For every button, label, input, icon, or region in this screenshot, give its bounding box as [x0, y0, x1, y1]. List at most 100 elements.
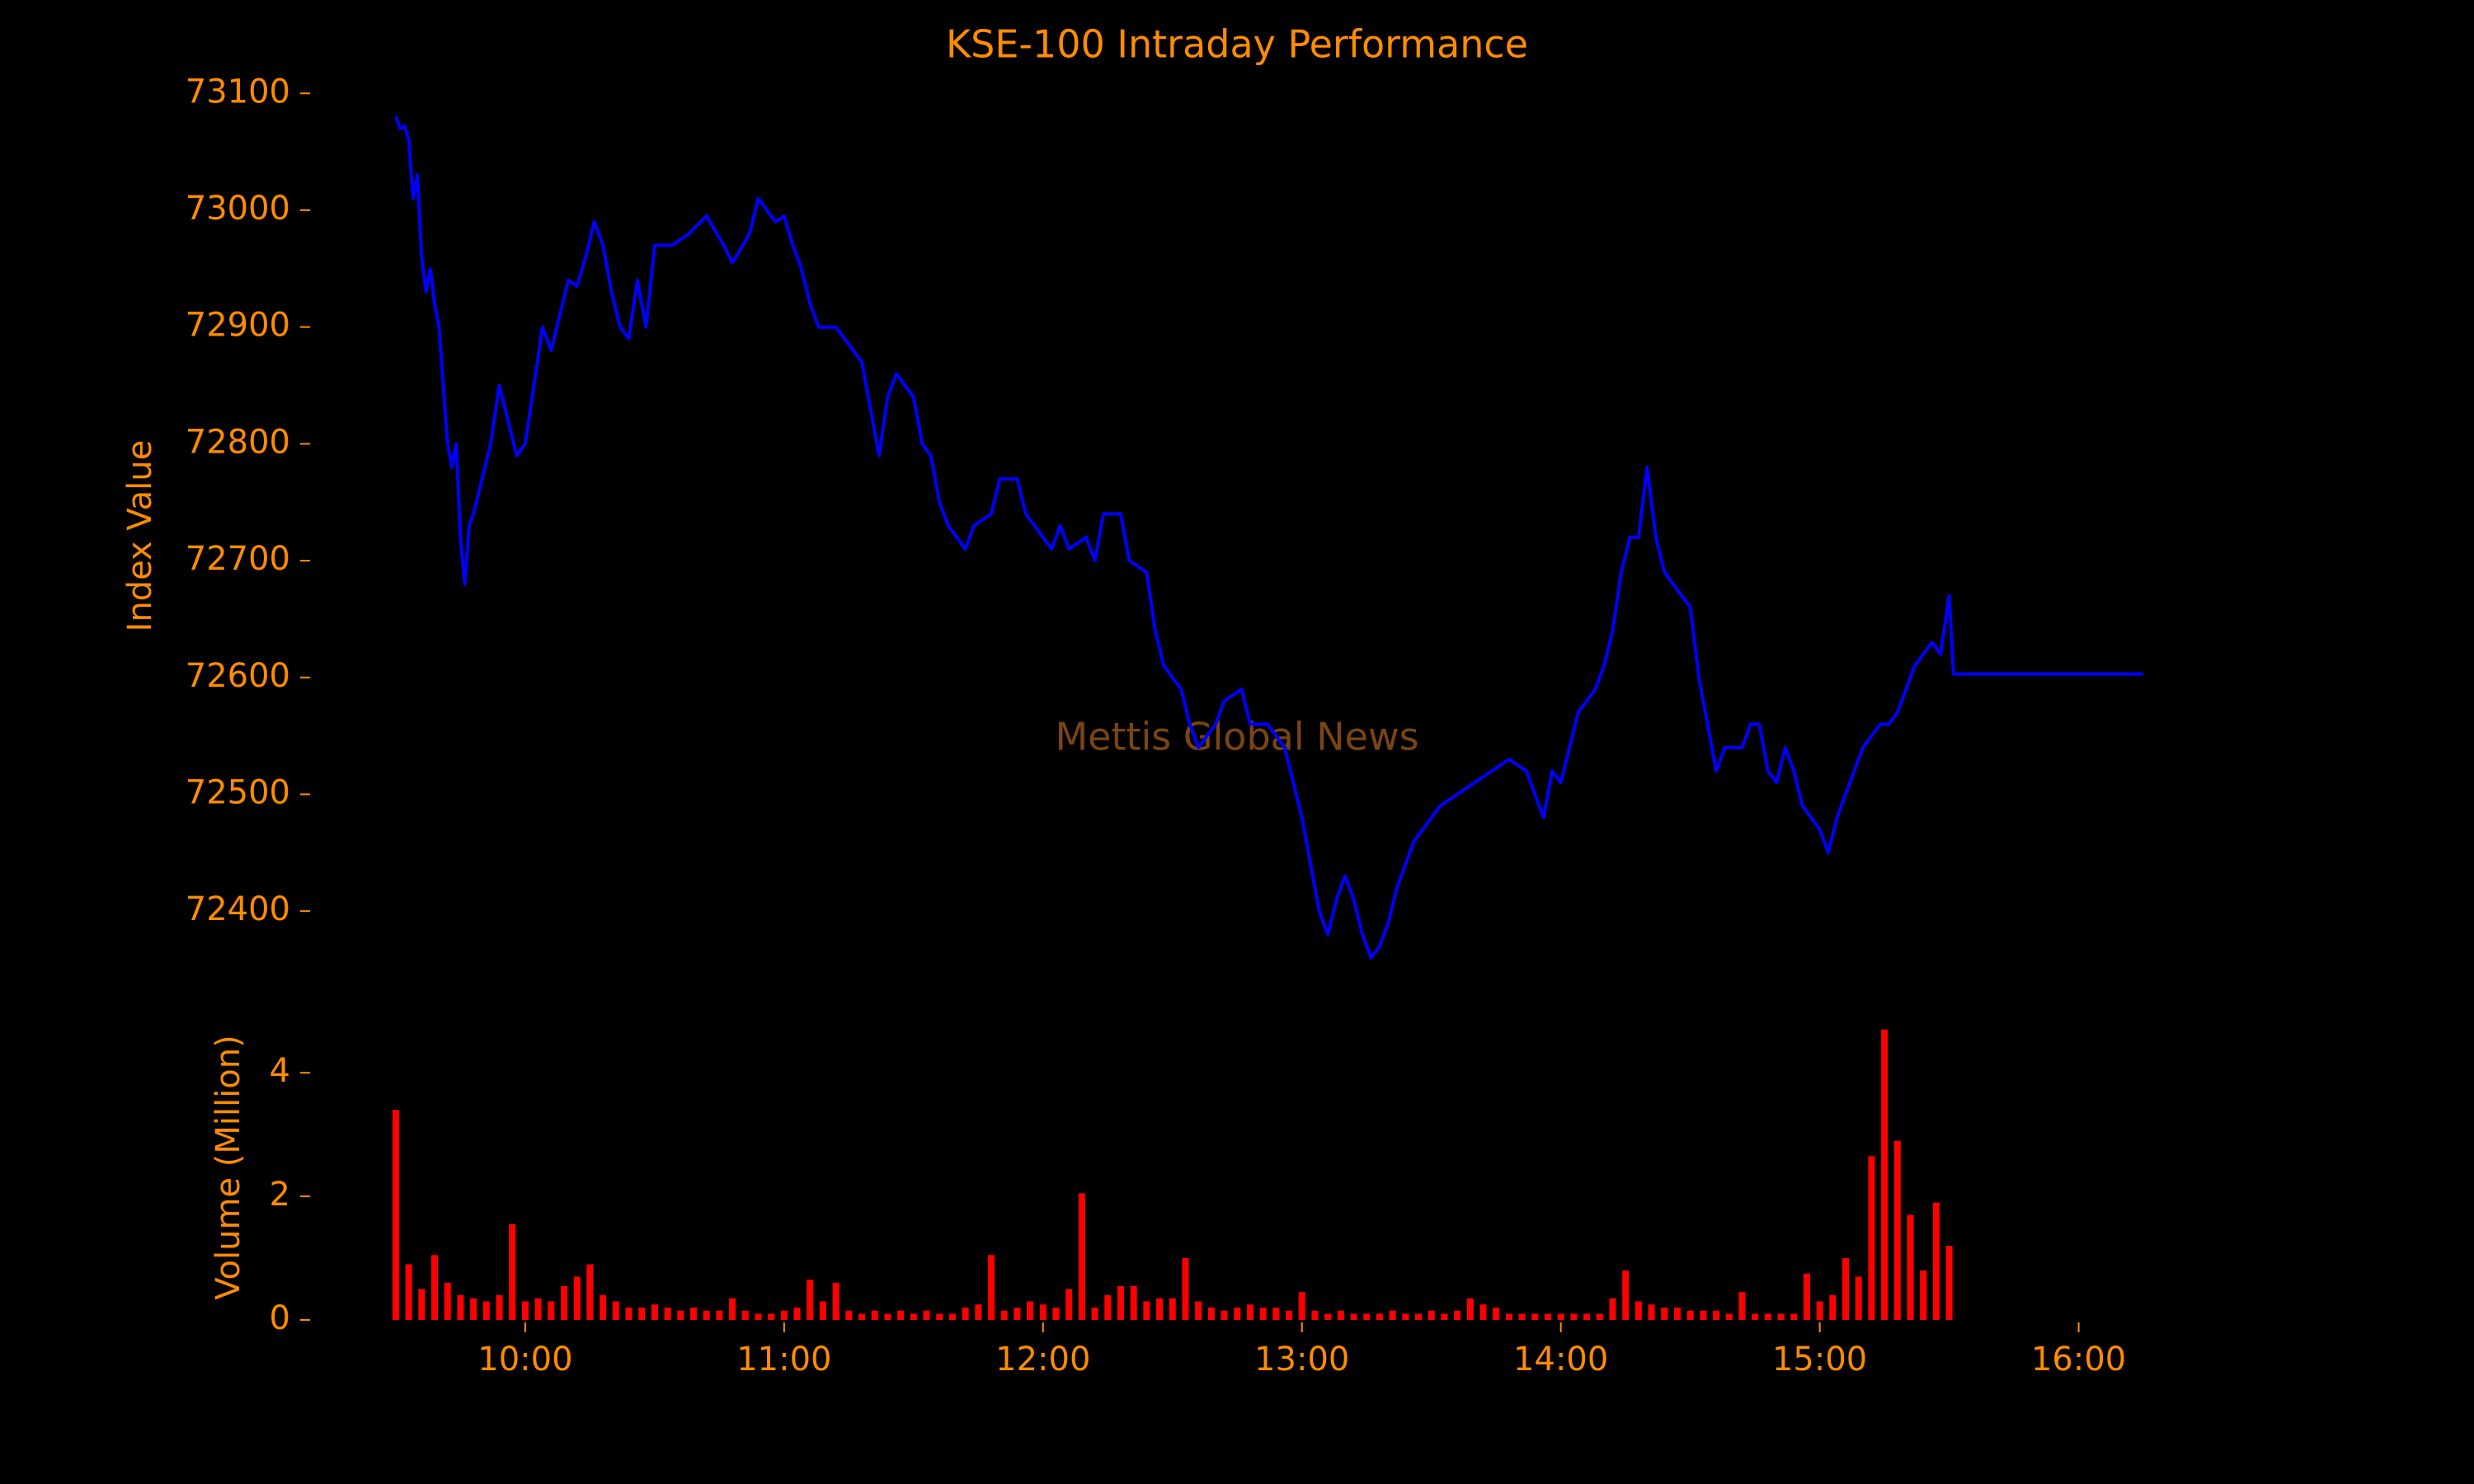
y-tick-label: 0: [270, 1299, 290, 1337]
y-axis-label: Volume (Million): [209, 1035, 247, 1299]
volume-bar: [586, 1264, 594, 1320]
volume-bar: [1286, 1310, 1293, 1320]
volume-bar: [1337, 1310, 1344, 1320]
y-tick-label: 73100: [186, 73, 290, 110]
volume-bar: [1700, 1310, 1707, 1320]
y-tick-label: 72800: [186, 423, 290, 461]
volume-bar: [1104, 1295, 1112, 1320]
volume-bar: [975, 1304, 982, 1320]
volume-bar: [741, 1310, 749, 1320]
volume-bar: [1207, 1308, 1215, 1320]
volume-bar: [1039, 1304, 1047, 1320]
volume-bar: [1143, 1301, 1150, 1320]
volume-bar: [509, 1223, 516, 1320]
y-tick-label: 72900: [186, 307, 290, 345]
x-tick-label: 14:00: [1513, 1341, 1608, 1378]
volume-bar: [1752, 1313, 1759, 1320]
volume-bar: [716, 1310, 723, 1320]
x-tick-label: 16:00: [2031, 1341, 2126, 1378]
volume-bar: [845, 1310, 853, 1320]
volume-bar: [1557, 1313, 1564, 1320]
volume-bar: [1622, 1270, 1630, 1320]
volume-bar: [1777, 1313, 1785, 1320]
volume-bar: [521, 1301, 529, 1320]
volume-bar: [807, 1280, 814, 1320]
volume-bar: [1234, 1308, 1241, 1320]
volume-bar: [1790, 1313, 1798, 1320]
volume-bar: [910, 1313, 917, 1320]
volume-bar: [988, 1255, 995, 1320]
volume-bar: [1000, 1310, 1008, 1320]
volume-bar: [1065, 1289, 1073, 1320]
volume-bar: [1764, 1313, 1771, 1320]
volume-bar: [457, 1295, 464, 1320]
volume-bar: [1842, 1258, 1850, 1320]
volume-bar: [625, 1308, 633, 1320]
volume-bar: [1932, 1202, 1940, 1320]
volume-bar: [884, 1313, 891, 1320]
volume-bar: [1855, 1276, 1862, 1320]
volume-bar: [1389, 1310, 1396, 1320]
volume-bar: [1479, 1304, 1487, 1320]
volume-bar: [496, 1295, 503, 1320]
volume-bar: [1803, 1273, 1810, 1320]
volume-bar: [392, 1110, 399, 1320]
x-tick-label: 11:00: [736, 1341, 831, 1378]
volume-bar: [1117, 1285, 1124, 1320]
x-tick-label: 12:00: [995, 1341, 1090, 1378]
volume-bar: [1272, 1308, 1280, 1320]
volume-bar: [858, 1313, 866, 1320]
x-tick-label: 10:00: [477, 1341, 572, 1378]
volume-bar: [1259, 1308, 1267, 1320]
volume-bar: [1544, 1313, 1551, 1320]
volume-bar: [1920, 1270, 1927, 1320]
volume-bar: [1156, 1298, 1164, 1320]
volume-bar: [560, 1285, 567, 1320]
volume-bar: [664, 1308, 671, 1320]
volume-bar: [1661, 1308, 1668, 1320]
volume-bar: [1493, 1308, 1500, 1320]
volume-bar: [1596, 1313, 1603, 1320]
volume-bar: [1868, 1156, 1875, 1320]
volume-bar: [1402, 1313, 1409, 1320]
volume-bar: [1738, 1292, 1746, 1320]
volume-bar: [1454, 1310, 1461, 1320]
y-tick-label: 4: [270, 1052, 290, 1090]
x-tick-label: 15:00: [1772, 1341, 1867, 1378]
volume-bar: [1531, 1313, 1539, 1320]
chart-title: KSE-100 Intraday Performance: [946, 22, 1528, 67]
volume-bar: [534, 1298, 542, 1320]
y-tick-label: 72700: [186, 540, 290, 578]
volume-bar: [600, 1295, 607, 1320]
volume-bar: [768, 1313, 775, 1320]
volume-bar: [1816, 1301, 1823, 1320]
y-axis-label: Index Value: [121, 440, 159, 632]
volume-bar: [729, 1298, 736, 1320]
volume-bar: [444, 1283, 451, 1320]
volume-bar: [1298, 1292, 1305, 1320]
volume-bar: [1350, 1313, 1357, 1320]
volume-bar: [548, 1301, 555, 1320]
volume-bar: [1363, 1313, 1371, 1320]
volume-bar: [1829, 1295, 1837, 1320]
volume-bar: [573, 1276, 581, 1320]
volume-bar: [1195, 1301, 1202, 1320]
volume-bar: [1648, 1304, 1655, 1320]
volume-bar: [1324, 1313, 1332, 1320]
volume-bar: [1609, 1298, 1616, 1320]
index-line: [394, 115, 2144, 960]
volume-bar: [1376, 1313, 1383, 1320]
volume-bar: [871, 1310, 878, 1320]
volume-bar: [755, 1313, 762, 1320]
volume-bar: [703, 1310, 710, 1320]
volume-bar: [431, 1255, 439, 1320]
volume-bar: [962, 1308, 969, 1320]
volume-bar: [832, 1283, 840, 1320]
volume-bar: [936, 1313, 943, 1320]
volume-bar: [405, 1264, 412, 1320]
volume-bar: [1634, 1301, 1642, 1320]
y-tick-label: 72500: [186, 773, 290, 811]
volume-bar: [1415, 1313, 1423, 1320]
volume-bar: [1014, 1308, 1021, 1320]
